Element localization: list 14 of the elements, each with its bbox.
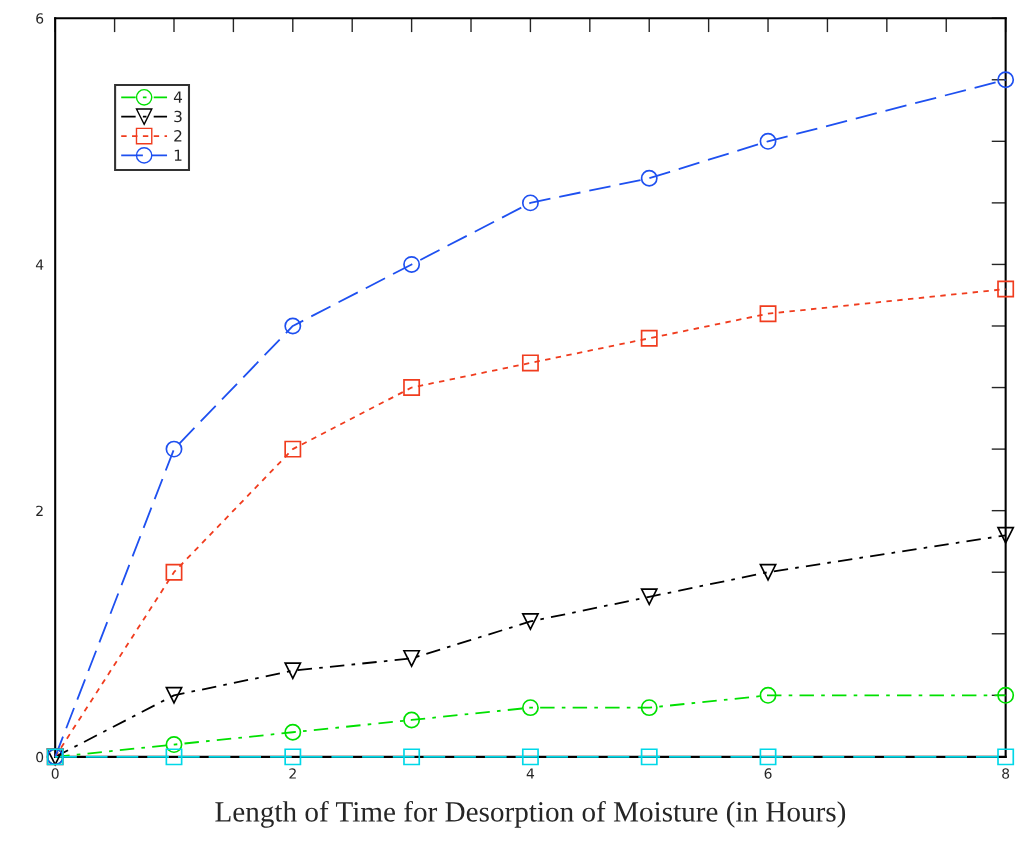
x-tick-label: 2 (289, 768, 296, 779)
x-tick-label: 0 (51, 768, 59, 779)
y-tick-label: 4 (35, 259, 44, 270)
y-tick-label: 6 (36, 13, 44, 24)
legend-label: 3 (174, 110, 182, 123)
y-tick-label: 2 (36, 505, 43, 516)
x-tick-label: 6 (764, 768, 772, 779)
legend-label: 4 (173, 91, 183, 103)
x-tick-label: 4 (526, 768, 535, 779)
legend-label: 2 (174, 130, 182, 142)
x-axis-title: Length of Time for Desorption of Moisture (in Hours) (215, 800, 846, 828)
y-tick-label: 0 (36, 751, 44, 763)
legend-label: 1 (174, 149, 182, 161)
x-tick-label: 8 (1002, 768, 1010, 779)
